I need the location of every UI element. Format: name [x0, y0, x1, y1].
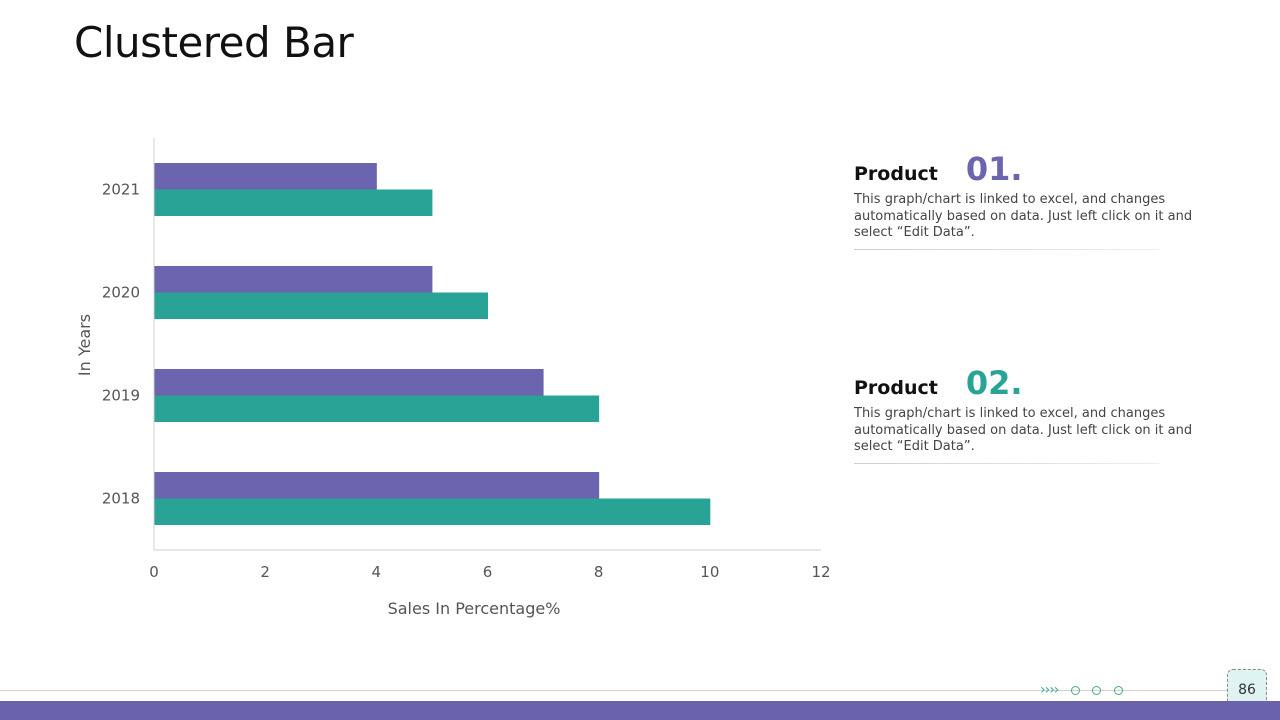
- x-tick-label: 6: [483, 563, 493, 581]
- x-tick-labels: 0 2 4 6 8 10 12: [149, 563, 830, 581]
- circle-icon: [1070, 685, 1080, 695]
- product-label: Product: [854, 163, 938, 185]
- footer-divider: [0, 690, 1228, 691]
- footer-bar: [0, 701, 1280, 720]
- product-description: This graph/chart is linked to excel, and…: [854, 192, 1193, 240]
- y-tick-label: 2020: [102, 284, 140, 302]
- product-description: This graph/chart is linked to excel, and…: [854, 406, 1193, 454]
- bar-2021-series-2: [154, 189, 433, 216]
- bar-2018-series-1: [154, 472, 600, 499]
- product-number: 02.: [965, 364, 1023, 402]
- x-tick-label: 8: [594, 563, 604, 581]
- product-block-2: Product 02. This graph/chart is linked t…: [854, 364, 1234, 464]
- x-tick-label: 0: [149, 563, 159, 581]
- x-tick-label: 2: [260, 563, 270, 581]
- divider: [854, 462, 1159, 464]
- circle-icon: [1092, 685, 1102, 695]
- y-tick-label: 2019: [102, 387, 140, 405]
- bar-2018-series-2: [154, 498, 711, 525]
- product-number: 01.: [965, 150, 1023, 188]
- product-block-1: Product 01. This graph/chart is linked t…: [854, 150, 1234, 250]
- x-axis-title: Sales In Percentage%: [388, 599, 561, 618]
- y-tick-label: 2018: [102, 490, 140, 508]
- bar-2021-series-1: [154, 163, 377, 190]
- chevrons-icon: ››››: [1040, 682, 1059, 698]
- clustered-bar-chart: 0 2 4 6 8 10 12 2018 2019 2020 2021 Sales In Perc…: [75, 138, 831, 618]
- divider: [854, 248, 1159, 250]
- x-tick-label: 12: [811, 563, 830, 581]
- nav-decoration: ››››: [1040, 682, 1123, 698]
- slide-title: Clustered Bar: [74, 18, 354, 67]
- bars-group: [154, 163, 711, 525]
- x-tick-label: 10: [700, 563, 719, 581]
- bar-2020-series-2: [154, 292, 488, 319]
- product-label: Product: [854, 377, 938, 399]
- bar-2019-series-1: [154, 369, 544, 396]
- bar-2020-series-1: [154, 266, 433, 293]
- x-tick-label: 4: [372, 563, 382, 581]
- y-tick-labels: 2018 2019 2020 2021: [102, 181, 140, 508]
- circle-icon: [1113, 685, 1123, 695]
- bar-2019-series-2: [154, 395, 600, 422]
- y-axis-title: In Years: [75, 314, 94, 376]
- y-tick-label: 2021: [102, 181, 140, 199]
